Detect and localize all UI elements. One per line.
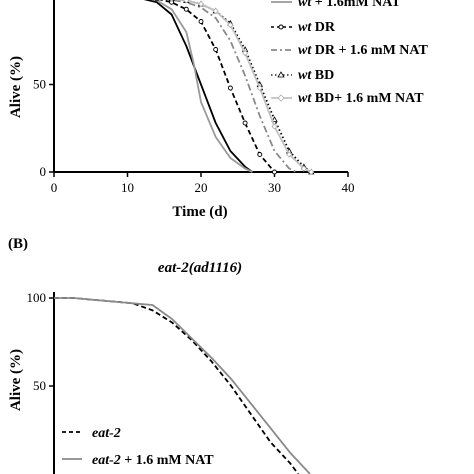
series-panel-a-5-marker-4 [197,0,205,8]
panel-b-series [54,297,311,474]
panel-a-x-tick-label-2: 20 [195,180,208,195]
series-panel-a-5-marker-9 [271,123,278,130]
series-panel-a-5-marker-10 [286,151,293,158]
panel-a-legend: wt + 1.6mM NAT wt DR wt DR + 1.6 mM NAT … [271,0,428,106]
panel-b-series-line-1 [54,297,311,474]
series-panel-a-5-marker-5 [212,7,219,15]
series-panel-a-5-marker-7 [242,49,249,57]
panel-a-series-line-3 [166,0,297,173]
series-panel-a-5-marker-2 [169,0,174,2]
legend-marker-wt-bd [277,71,285,78]
legend-label-wt-dr: wt DR [298,20,336,35]
series-panel-a-2-marker-6 [213,47,219,52]
panel-a-axes: 0 10 20 30 40 0 50 [33,0,355,195]
legend-label-wt-bd-nat: wt BD+ 1.6 mM NAT [298,91,424,106]
series-panel-a-4-marker-9 [271,116,278,122]
panel-a-series-line-1 [150,0,253,173]
panel-a-y-axis-title: Alive (%) [8,56,24,118]
legend-label-wt-dr-nat: wt DR + 1.6 mM NAT [298,43,428,58]
panel-b-y-axis-title: Alive (%) [8,349,24,411]
panel-a-series [53,0,315,176]
series-panel-a-5-marker-12 [308,168,315,176]
legend-marker-wt-dr [278,24,284,30]
series-panel-a-2-marker-5 [198,19,204,24]
panel-b-axes: 50 100 [27,290,55,474]
panel-a-y-tick-label-1: 50 [33,77,46,92]
panel-a-ylabel: Alive (%) [8,56,24,118]
panel-b-y-tick-label-1: 100 [27,290,47,305]
legend-label-wt-nat: wt + 1.6mM NAT [298,0,401,10]
series-panel-a-5-marker-3 [183,0,190,4]
panel-b-y-tick-label-0: 50 [33,378,46,393]
series-panel-a-2-marker-10 [272,169,277,175]
series-panel-a-5-marker-8 [256,84,263,92]
panel-a-series-line-2 [158,0,276,173]
panel-b-legend: eat-2 eat-2 + 1.6 mM NAT [62,426,214,468]
series-panel-a-5-marker-11 [300,165,307,172]
panel-b-series-line-0 [54,297,299,474]
panel-a-xlabel: Time (d) [172,204,227,220]
series-panel-a-2-marker-4 [183,6,189,12]
panel-a-y-tick-label-0: 0 [40,164,47,179]
panel-a-x-tick-label-4: 40 [342,180,355,195]
panel-b-ylabel: Alive (%) [8,349,24,411]
panel-a-series-line-0 [143,0,254,173]
panel-a: Alive (%) Time (d) 0 10 20 30 40 0 50 wt + 1.6… [8,0,428,220]
panel-a-x-tick-label-3: 30 [268,180,281,195]
panel-a-x-tick-label-1: 10 [121,180,134,195]
legend-label-eat2-nat: eat-2 + 1.6 mM NAT [92,453,214,468]
series-panel-a-2-marker-9 [257,152,263,157]
panel-b-label: (B) [8,236,28,252]
panel-b-title: eat-2(ad1116) [158,260,242,276]
legend-marker-wt-bd-nat [277,94,285,102]
panel-b: (B) eat-2(ad1116) Alive (%) 50 100 eat-2 … [8,236,311,474]
series-panel-a-5-marker-6 [227,21,234,29]
series-panel-a-2-marker-2 [154,0,160,2]
legend-label-wt-bd: wt BD [298,68,334,83]
legend-label-eat2: eat-2 [92,426,121,441]
series-panel-a-2-marker-7 [227,85,233,91]
panel-a-x-tick-label-0: 0 [51,180,58,195]
series-panel-a-2-marker-8 [242,120,248,126]
